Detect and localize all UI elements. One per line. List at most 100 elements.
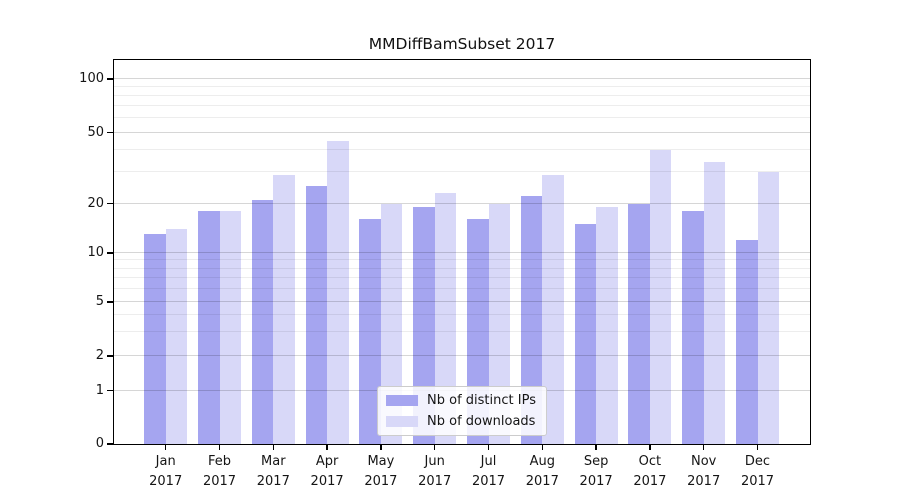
x-label-year: 2017 [202,474,237,489]
bar-distinct-ips-jan [144,234,166,444]
x-tick-label-apr: Apr 2017 [299,452,355,492]
x-label-year: 2017 [525,474,559,489]
bar-distinct-ips-may [359,219,381,444]
bar-downloads-aug [542,174,564,444]
x-label-year: 2017 [364,474,398,489]
minor-gridline-70 [114,105,810,107]
y-tick-10 [107,252,113,254]
x-label-month: Nov [691,454,717,469]
bar-downloads-mar [273,174,295,444]
x-tick-jun [433,445,436,450]
minor-gridline-80 [114,95,810,97]
bar-downloads-jun [434,192,457,444]
x-tick-label-sep: Sep 2017 [568,452,624,492]
chart-title: MMDiffBamSubset 2017 [368,35,556,53]
y-tick-label-2: 2 [95,348,104,364]
x-tick-feb [218,445,221,450]
x-label-month: Oct [638,454,662,469]
bar-downloads-may [380,203,403,444]
bar-downloads-sep [596,207,618,444]
x-tick-label-jan: Jan 2017 [138,452,194,492]
legend-item-downloads: Nb of downloads [386,414,536,429]
x-tick-label-oct: Oct 2017 [622,452,678,492]
x-label-year: 2017 [256,474,290,489]
y-tick-label-0: 0 [95,436,104,451]
x-label-year: 2017 [310,474,344,489]
x-tick-jan [164,445,167,450]
bar-downloads-oct [649,149,672,444]
x-label-month: May [367,454,395,469]
x-label-year: 2017 [471,474,506,489]
y-tick-1 [107,389,113,392]
bar-distinct-ips-sep [574,224,597,444]
minor-gridline-90 [114,86,810,87]
bar-downloads-feb [219,211,241,444]
bar-distinct-ips-dec [736,239,758,444]
bar-distinct-ips-apr [305,186,328,444]
bar-distinct-ips-jun [413,207,435,444]
minor-gridline-60 [114,117,810,119]
y-tick-50 [107,131,113,134]
y-tick-label-5: 5 [95,293,104,309]
x-label-month: Jan [155,454,176,469]
x-label-month: Dec [744,454,771,469]
legend-item-distinct-ips: Nb of distinct IPs [386,393,536,408]
y-tick-2 [107,355,113,357]
y-tick-label-1: 1 [95,382,104,398]
bar-downloads-jul [488,203,510,444]
bar-distinct-ips-aug [520,196,543,444]
y-tick-20 [107,202,113,205]
x-label-month: Jul [480,454,497,469]
x-tick-jul [487,445,490,450]
x-label-year: 2017 [740,474,775,489]
bar-downloads-apr [327,140,349,444]
plot-area: Nb of distinct IPs Nb of downloads [114,60,810,444]
x-tick-apr [326,445,328,450]
legend-swatch-downloads [386,416,419,427]
bar-downloads-jan [165,228,188,444]
x-tick-mar [272,445,275,450]
bar-distinct-ips-feb [198,211,220,444]
x-label-month: Jun [424,454,445,469]
x-tick-label-aug: Aug 2017 [514,452,570,492]
minor-gridline-40 [114,148,810,150]
x-label-month: Feb [207,454,232,469]
y-tick-label-100: 100 [79,70,104,86]
x-label-year: 2017 [633,474,667,489]
major-gridline-100 [114,77,810,79]
x-tick-label-mar: Mar 2017 [245,452,301,492]
major-gridline-50 [114,131,810,133]
x-tick-label-jun: Jun 2017 [407,452,463,492]
x-label-year: 2017 [687,474,721,489]
y-tick-100 [107,78,113,80]
y-tick-label-10: 10 [87,244,104,260]
x-tick-label-nov: Nov 2017 [676,452,732,492]
x-tick-label-feb: Feb 2017 [192,452,248,492]
x-tick-label-may: May 2017 [353,452,409,492]
x-tick-may [380,445,382,450]
x-tick-oct [649,445,651,450]
x-label-year: 2017 [149,474,183,489]
x-tick-label-dec: Dec 2017 [730,452,786,492]
legend-swatch-distinct-ips [386,395,419,406]
legend-label-distinct-ips: Nb of distinct IPs [427,393,536,408]
x-label-month: Sep [583,454,609,469]
bar-downloads-nov [703,162,726,444]
x-label-year: 2017 [579,474,613,489]
x-tick-aug [541,445,544,450]
y-tick-label-20: 20 [87,195,104,211]
x-tick-dec [756,445,759,450]
x-label-month: Apr [315,454,339,469]
x-label-month: Mar [261,454,286,469]
legend-label-downloads: Nb of downloads [427,414,536,429]
x-label-month: Aug [529,454,555,469]
y-tick-0 [107,443,113,445]
bar-downloads-dec [757,172,779,444]
bar-distinct-ips-oct [628,203,650,444]
x-tick-label-jul: Jul 2017 [461,452,517,492]
x-label-year: 2017 [418,474,452,489]
legend: Nb of distinct IPs Nb of downloads [377,386,547,436]
x-tick-nov [702,445,705,450]
bar-distinct-ips-nov [682,211,704,444]
